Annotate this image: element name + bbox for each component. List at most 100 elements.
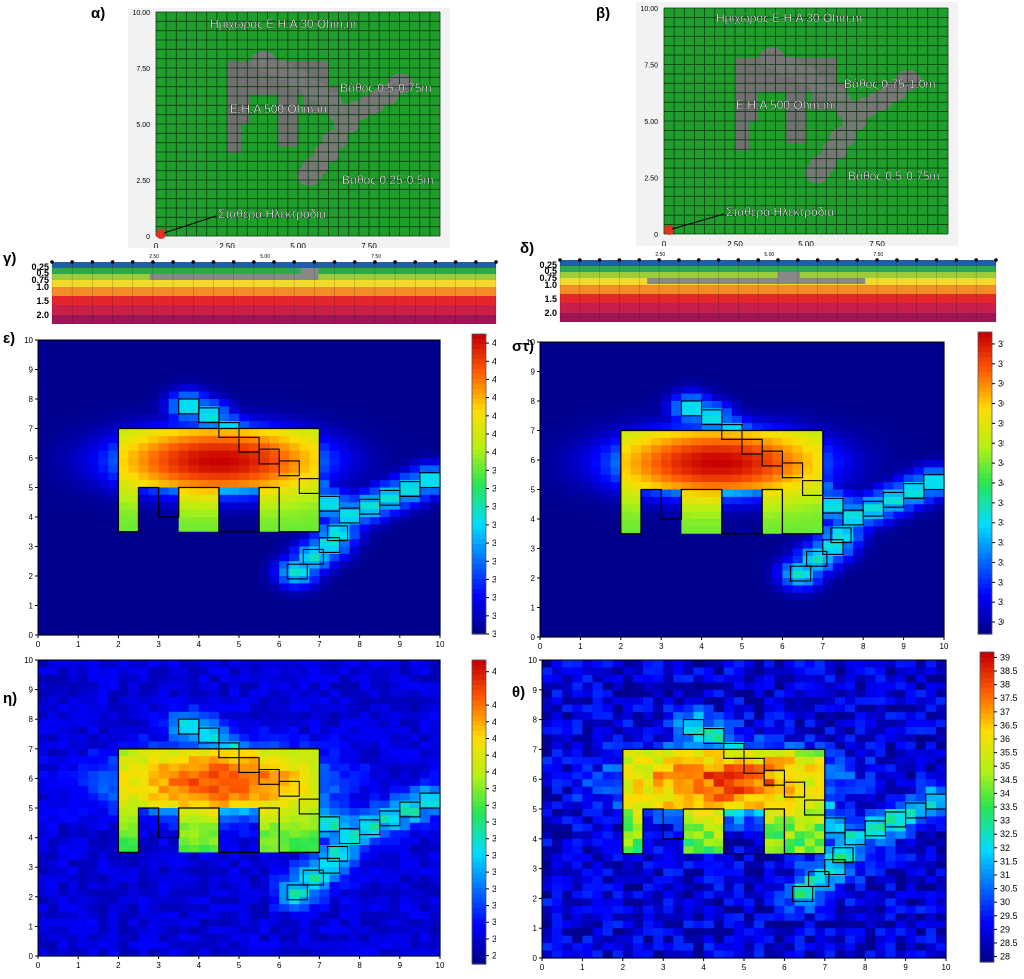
heat-cell [894,431,905,439]
heat-cell [833,482,844,490]
heat-cell [410,823,421,831]
heat-cell [58,591,69,599]
heat-cell [249,749,260,757]
heat-cell [410,860,421,868]
heat-cell [772,431,783,439]
heat-cell [550,394,561,402]
colorbar-segment [472,419,486,425]
heat-cell [883,386,894,394]
heat-cell [904,578,915,586]
heat-cell [611,541,622,549]
heat-cell [340,838,351,846]
heat-cell [128,838,139,846]
heat-cell [410,852,421,860]
heat-cell [58,764,69,772]
heat-cell [179,502,190,510]
heat-cell [68,406,79,414]
heat-cell [410,488,421,496]
heat-cell [189,613,200,621]
heat-cell [78,421,89,429]
heat-cell [782,453,793,461]
heat-cell [259,362,270,370]
heat-cell [641,571,652,579]
heat-cell [591,504,602,512]
heat-cell [340,488,351,496]
heat-cell [118,510,129,518]
heat-cell [139,429,150,437]
heat-cell [671,438,682,446]
heat-cell [722,408,733,416]
heat-cell [410,569,421,577]
colorbar-segment [472,449,486,455]
heat-cell [813,467,824,475]
heat-cell [641,408,652,416]
heat-cell [169,547,180,555]
colorbar-segment [978,332,992,338]
heat-cell [58,547,69,555]
heat-cell [772,585,783,593]
heat-cell [169,576,180,584]
heat-cell [58,355,69,363]
colorbar-segment [978,372,992,378]
heatmap-h-svg: 0123456789100123456789102930313233343536… [20,652,496,974]
heat-cell [390,697,401,705]
heat-cell [329,598,340,606]
heat-cell [752,541,763,549]
heat-cell [159,362,170,370]
heat-cell [179,697,190,705]
heat-cell [209,355,220,363]
heat-cell [360,539,371,547]
heat-cell [219,704,230,712]
depth-tick-label: 1.5 [36,296,49,306]
heat-cell [430,697,441,705]
heat-cell [108,697,119,705]
heat-cell [299,852,310,860]
heat-cell [259,712,270,720]
heat-cell [118,667,129,675]
heat-cell [309,532,320,540]
heat-cell [823,431,834,439]
heat-cell [430,561,441,569]
heat-cell [169,524,180,532]
heat-cell [550,357,561,365]
heat-cell [159,660,170,668]
heat-cell [570,563,581,571]
colorbar-segment [978,614,992,620]
colorbar-segment [978,397,992,403]
heat-cell [370,756,381,764]
heat-cell [149,502,160,510]
heat-cell [128,697,139,705]
heat-cell [904,357,915,365]
heat-cell [58,384,69,392]
heat-cell [78,355,89,363]
heat-cell [782,630,793,638]
heat-cell [370,598,381,606]
section-electrode [618,258,622,262]
heat-cell [159,613,170,621]
heat-cell [803,563,814,571]
heat-cell [289,613,300,621]
heat-cell [853,379,864,387]
heat-cell [843,460,854,468]
heat-cell [712,615,723,623]
heat-cell [370,801,381,809]
heat-cell [883,416,894,424]
heat-cell [883,534,894,542]
heat-cell [159,377,170,385]
heat-cell [550,460,561,468]
heat-cell [651,593,662,601]
heat-cell [189,845,200,853]
heat-cell [98,384,109,392]
heat-cell [149,838,160,846]
heat-cell [38,362,49,370]
heat-cell [209,598,220,606]
heat-cell [894,349,905,357]
heat-cell [641,379,652,387]
heat-cell [803,431,814,439]
heat-cell [249,561,260,569]
heat-cell [681,394,692,402]
heat-cell [229,347,240,355]
heat-cell [540,475,551,483]
heat-cell [360,690,371,698]
